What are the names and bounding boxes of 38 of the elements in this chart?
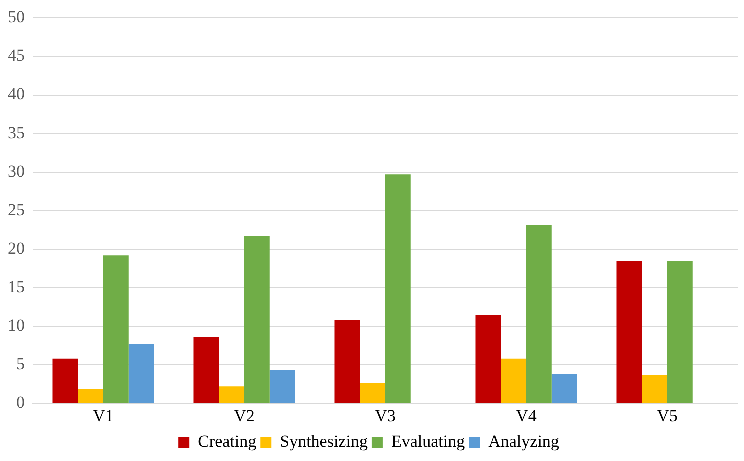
bar bbox=[334, 320, 360, 404]
bar bbox=[128, 344, 154, 404]
y-tick-label: 25 bbox=[8, 200, 25, 220]
legend-label: Analyzing bbox=[488, 432, 560, 451]
y-tick-label: 10 bbox=[8, 316, 25, 335]
bar bbox=[642, 375, 668, 404]
y-tick-label: 15 bbox=[8, 277, 25, 296]
legend-label: Synthesizing bbox=[280, 432, 368, 451]
bar bbox=[270, 370, 296, 404]
y-tick-label: 5 bbox=[16, 354, 25, 374]
legend-label: Evaluating bbox=[391, 432, 466, 451]
x-tick-label: V3 bbox=[375, 406, 396, 426]
y-tick-label: 20 bbox=[8, 238, 25, 258]
y-tick-label: 35 bbox=[8, 123, 25, 142]
bar bbox=[244, 236, 270, 404]
x-tick-label: V2 bbox=[234, 406, 255, 426]
bar bbox=[526, 226, 552, 404]
bar bbox=[104, 256, 129, 404]
bar bbox=[501, 358, 526, 404]
y-tick-label: 30 bbox=[8, 162, 25, 181]
bar bbox=[476, 314, 502, 404]
bar bbox=[219, 386, 244, 404]
y-tick-label: 50 bbox=[8, 8, 25, 27]
bar bbox=[52, 358, 78, 404]
bar bbox=[360, 384, 386, 404]
legend-label: Creating bbox=[198, 432, 258, 451]
x-tick-label: V1 bbox=[93, 406, 114, 426]
y-tick-label: 40 bbox=[8, 84, 25, 104]
bar bbox=[668, 261, 693, 404]
x-tick-label: V4 bbox=[516, 406, 538, 426]
y-tick-label: 45 bbox=[8, 46, 25, 66]
bar bbox=[194, 337, 220, 404]
bar bbox=[386, 174, 411, 404]
bar bbox=[78, 388, 104, 404]
x-tick-label: V5 bbox=[657, 406, 678, 426]
bar bbox=[552, 374, 578, 404]
y-tick-label: 0 bbox=[16, 393, 25, 412]
bar bbox=[616, 261, 642, 404]
